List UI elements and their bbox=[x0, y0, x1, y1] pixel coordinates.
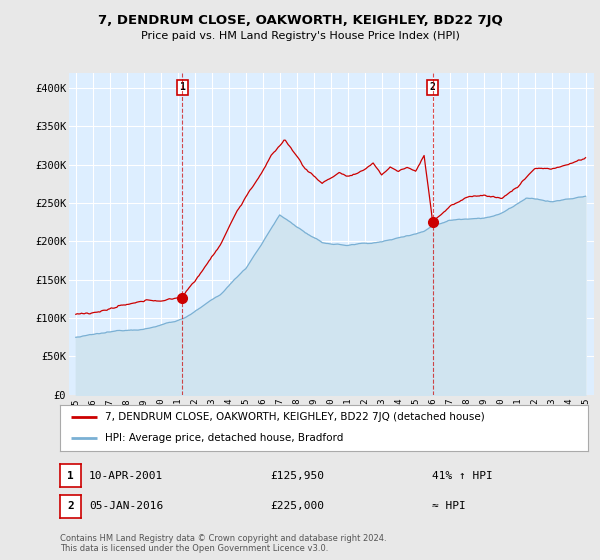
Text: 41% ↑ HPI: 41% ↑ HPI bbox=[432, 470, 493, 480]
Text: £225,000: £225,000 bbox=[270, 501, 324, 511]
Text: Contains HM Land Registry data © Crown copyright and database right 2024.
This d: Contains HM Land Registry data © Crown c… bbox=[60, 534, 386, 553]
Text: 2: 2 bbox=[67, 501, 74, 511]
Text: 1: 1 bbox=[67, 470, 74, 480]
Text: £125,950: £125,950 bbox=[270, 470, 324, 480]
Text: HPI: Average price, detached house, Bradford: HPI: Average price, detached house, Brad… bbox=[105, 433, 343, 444]
Text: 2: 2 bbox=[430, 82, 436, 92]
Text: 05-JAN-2016: 05-JAN-2016 bbox=[89, 501, 163, 511]
Text: Price paid vs. HM Land Registry's House Price Index (HPI): Price paid vs. HM Land Registry's House … bbox=[140, 31, 460, 41]
Text: 1: 1 bbox=[179, 82, 185, 92]
Text: 7, DENDRUM CLOSE, OAKWORTH, KEIGHLEY, BD22 7JQ: 7, DENDRUM CLOSE, OAKWORTH, KEIGHLEY, BD… bbox=[98, 14, 502, 27]
Text: 10-APR-2001: 10-APR-2001 bbox=[89, 470, 163, 480]
Text: ≈ HPI: ≈ HPI bbox=[432, 501, 466, 511]
Text: 7, DENDRUM CLOSE, OAKWORTH, KEIGHLEY, BD22 7JQ (detached house): 7, DENDRUM CLOSE, OAKWORTH, KEIGHLEY, BD… bbox=[105, 412, 485, 422]
